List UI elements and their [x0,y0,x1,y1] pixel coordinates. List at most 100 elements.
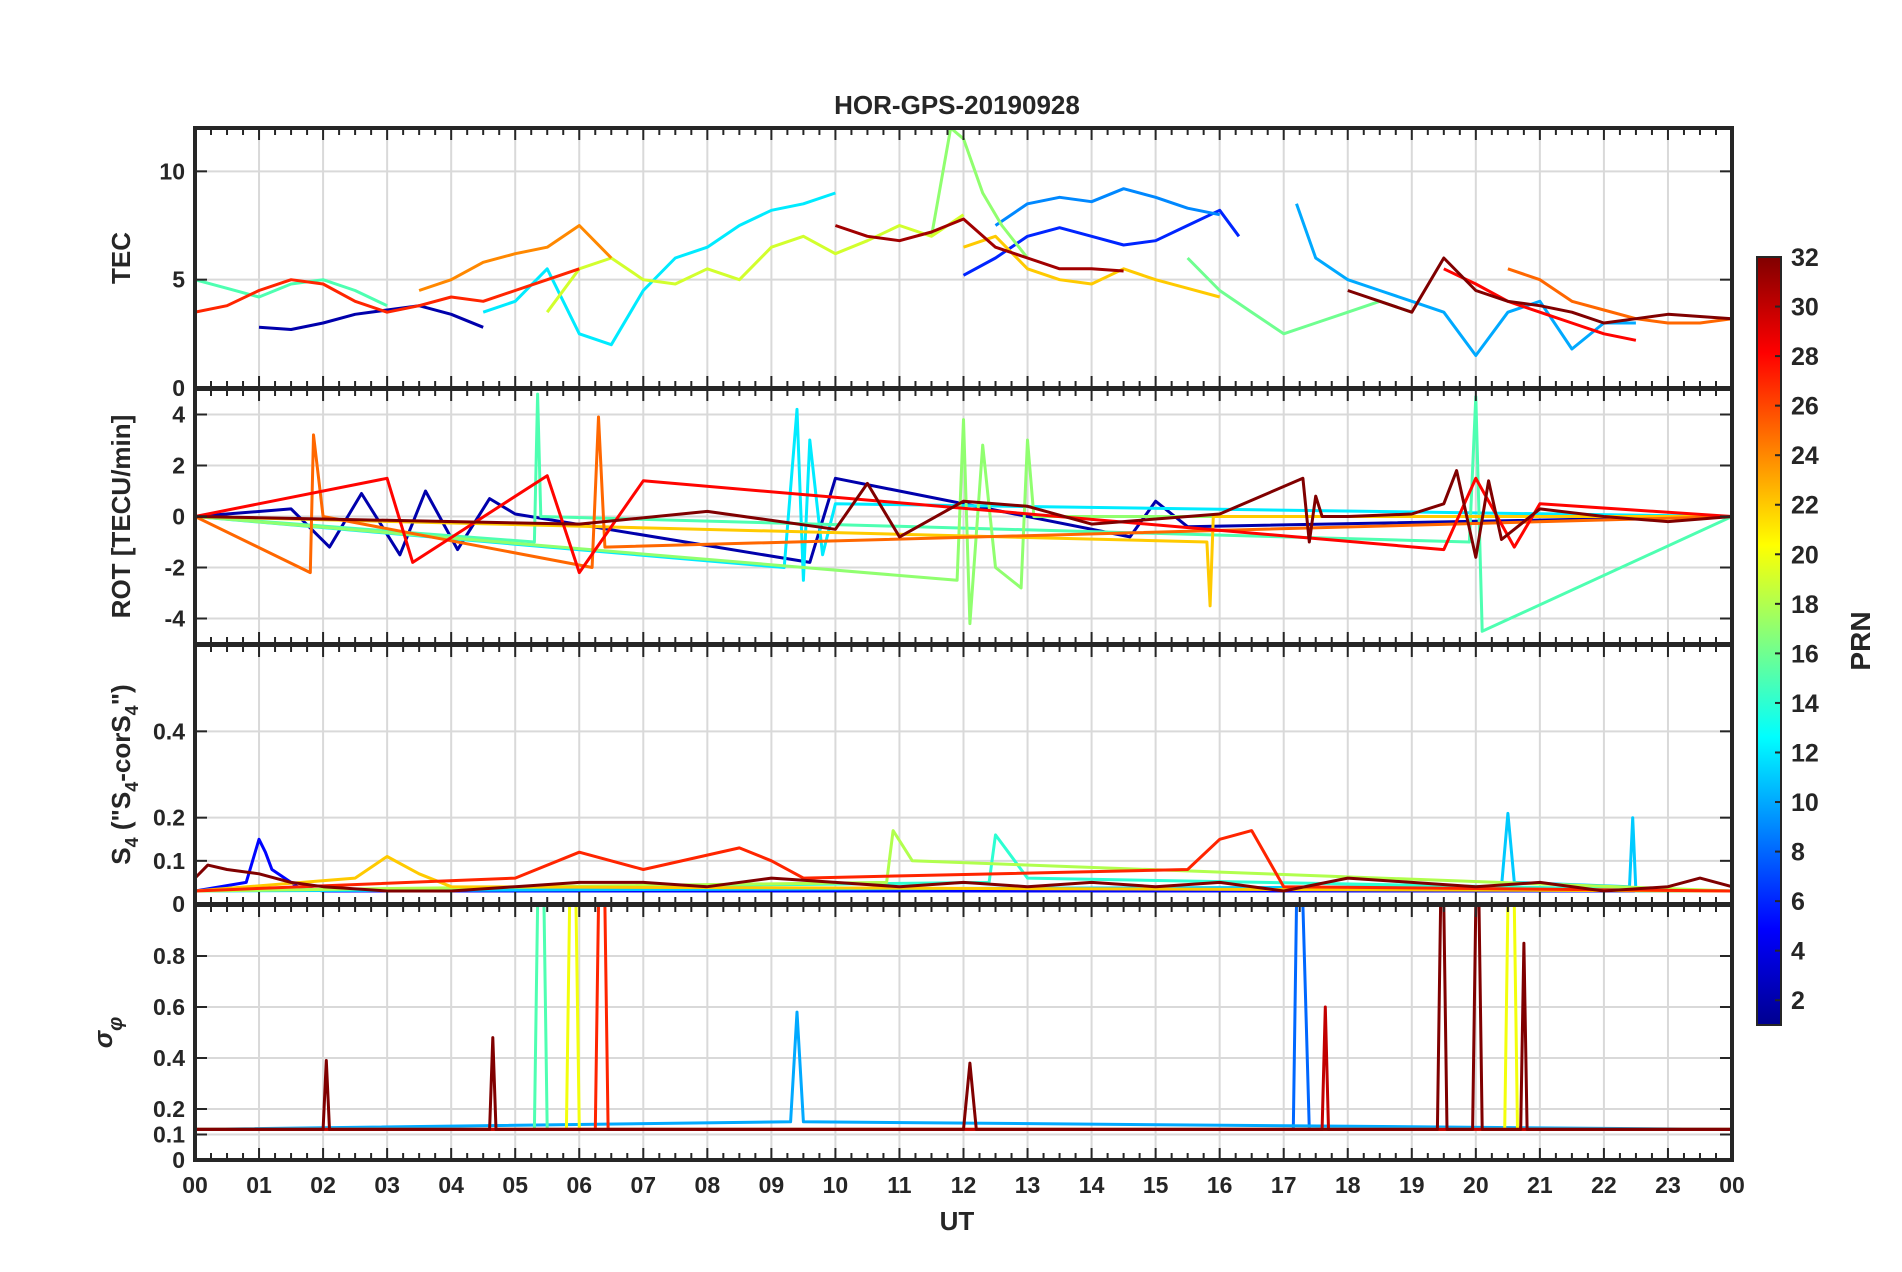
panel-series [195,905,1732,1131]
series-line [482,191,836,347]
panel-s4: 0 0.1 0.2 0.4 S4 ("S4-corS4") [106,643,1734,917]
x-tick-label: 13 [1015,1172,1041,1198]
y-tick-label: 4 [172,402,185,428]
y-tick-label: 0 [172,891,185,917]
panel-ticks [194,645,1733,905]
y-tick-label: 0 [172,375,185,401]
x-tick-label: 12 [951,1172,977,1198]
y-tick-label: 0.4 [153,1045,185,1071]
series-line [1443,267,1637,342]
colorbar-tick-label: 6 [1791,888,1805,916]
panel-ticks [194,128,1733,389]
series-line [834,217,1124,273]
series-line [962,208,1241,277]
x-tick-label: 00 [182,1172,208,1198]
series-line [545,213,965,314]
series-line [1186,256,1413,336]
colorbar-tick-label: 26 [1791,393,1819,421]
y-tick-label: 0 [172,1147,185,1173]
series-line [195,469,1732,559]
x-tick-label: 23 [1655,1172,1681,1198]
series-line [195,418,1732,626]
panel-grid [195,645,1732,904]
colorbar-tick-label: 2 [1791,987,1805,1015]
x-tick-label: 19 [1399,1172,1425,1198]
y-tick-label: 0.2 [153,805,185,831]
y-tick-label: 0.2 [153,1096,185,1122]
x-tick-label: 11 [887,1172,912,1198]
x-tick-label: 03 [374,1172,400,1198]
x-tick-label: 22 [1591,1172,1617,1198]
panel-rot: -4 -2 0 2 4 ROT [TECU/min] [106,387,1734,646]
x-tick-label: 14 [1079,1172,1105,1198]
series-line [195,474,1732,575]
panel-ticks [194,389,1733,644]
y-tick-label: 0.1 [153,848,185,874]
colorbar-tick-label: 4 [1791,938,1805,966]
colorbar-tick-label: 16 [1791,640,1819,668]
colorbar-tick-label: 12 [1791,739,1819,767]
x-axis-label: UT [940,1206,975,1236]
panel-series [195,128,1732,357]
colorbar-tick-label: 18 [1791,591,1819,619]
x-tick-label: 05 [502,1172,528,1198]
x-tick-label: 15 [1143,1172,1169,1198]
y-axis-label-rot: ROT [TECU/min] [106,415,136,619]
y-tick-label: 2 [172,453,185,479]
series-line [930,128,1029,259]
y-axis-label-sigma: σφ [88,1017,127,1048]
x-tick-label: 17 [1271,1172,1297,1198]
series-line [418,224,613,292]
colorbar-tick-label: 10 [1791,789,1819,817]
colorbar-tick-label: 32 [1791,244,1819,272]
x-tick-label: 10 [823,1172,849,1198]
panel-series [195,392,1732,633]
y-tick-label: 0 [172,504,185,530]
y-tick-label: 0.4 [153,718,185,744]
x-tick-label: 09 [759,1172,785,1198]
panel-sigma: 00.10.2 0.4 0.6 0.8 σφ [88,903,1734,1173]
x-tick-label: 08 [695,1172,721,1198]
colorbar-tick-label: 24 [1791,442,1819,470]
series-line [994,187,1220,227]
y-tick-label: -4 [165,606,186,632]
panel-series [195,811,1732,893]
panel-grid [195,128,1732,388]
x-tick-label: 02 [310,1172,336,1198]
series-line [1507,267,1732,325]
x-tick-label: 07 [630,1172,656,1198]
colorbar-tick-label: 8 [1791,839,1805,867]
series-line [195,863,1732,893]
series-line [195,1010,1732,1131]
series-line [963,234,1221,299]
colorbar-tick-label: 28 [1791,343,1819,371]
y-tick-label: 0.8 [153,943,185,969]
y-tick-label: 0.1 [153,1122,185,1148]
colorbar-tick-label: 20 [1791,541,1819,569]
x-tick-label: 18 [1335,1172,1361,1198]
y-tick-label: 5 [172,267,185,293]
series-line [258,304,484,331]
series-line [195,829,1732,893]
x-tick-label: 06 [566,1172,592,1198]
colorbar-bar [1756,256,1782,1026]
y-axis-label-tec: TEC [106,232,136,284]
y-tick-label: -2 [165,555,185,581]
panel-tec: 0 5 10 TEC [106,126,1734,401]
colorbar-tick-label: 14 [1791,690,1819,718]
x-tick-label: 21 [1527,1172,1553,1198]
series-line [195,392,1732,633]
chart-title: HOR-GPS-20190928 [834,90,1080,120]
series-line [195,267,580,314]
series-line [1347,256,1732,325]
x-tick-label: 04 [438,1172,464,1198]
colorbar-label: PRN [1845,611,1876,670]
series-line [1295,203,1636,357]
y-tick-label: 10 [159,158,185,184]
x-tick-label: 01 [246,1172,272,1198]
panel-ticks [194,905,1733,1161]
colorbar-tick-label: 30 [1791,294,1819,322]
